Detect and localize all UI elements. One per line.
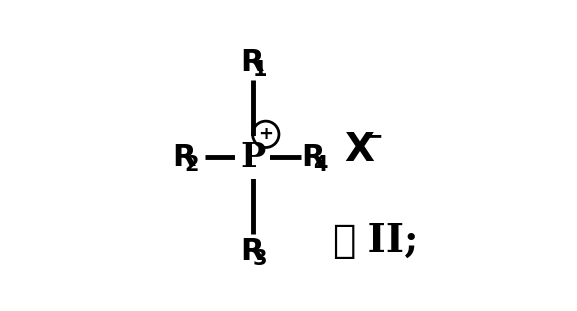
Text: $\mathbf{-}$: $\mathbf{-}$ [364,123,383,147]
Text: $\mathbf{2}$: $\mathbf{2}$ [183,155,198,175]
Text: 式: 式 [332,222,355,260]
Text: $\mathbf{1}$: $\mathbf{1}$ [252,60,267,80]
Text: $\mathbf{R}$: $\mathbf{R}$ [240,48,265,77]
Text: II;: II; [354,222,419,260]
Text: P: P [240,141,265,174]
Text: $\mathbf{3}$: $\mathbf{3}$ [252,249,267,269]
Text: $\mathbf{R}$: $\mathbf{R}$ [172,142,197,172]
Text: +: + [258,125,273,143]
Text: $\mathbf{R}$: $\mathbf{R}$ [240,237,265,266]
Text: $\mathbf{X}$: $\mathbf{X}$ [344,131,375,169]
Text: $\mathbf{4}$: $\mathbf{4}$ [313,155,328,175]
Text: $\mathbf{R}$: $\mathbf{R}$ [301,142,326,172]
